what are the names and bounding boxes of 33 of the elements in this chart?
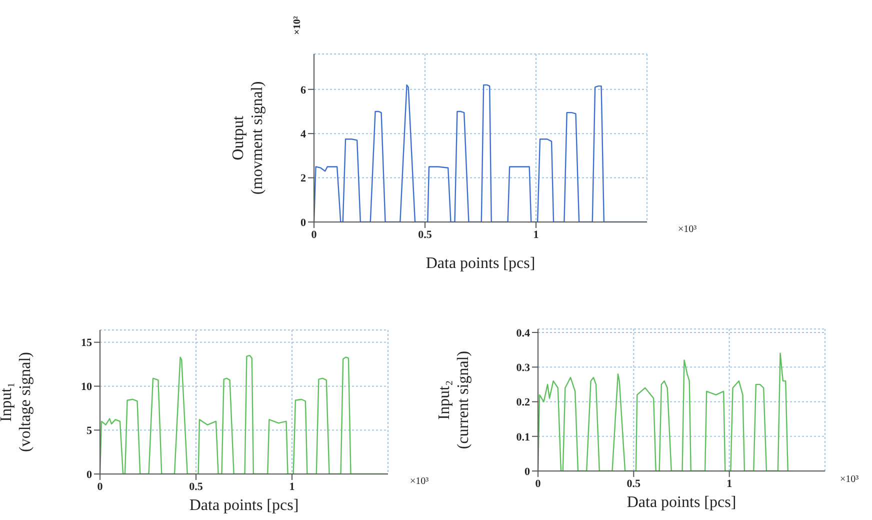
text: ×10³ xyxy=(678,224,697,235)
y-tick-label: 0.4 xyxy=(516,327,530,340)
y-tick-label: 0.2 xyxy=(516,396,530,409)
x-axis-title: Data points [pcs] xyxy=(426,255,536,272)
text: ×10² xyxy=(292,16,303,35)
y-tick-label: 10 xyxy=(81,381,92,394)
x-tick-label: 1 xyxy=(289,480,295,493)
text: ×10³ xyxy=(410,476,429,487)
y-axis-title: Input₁ (voltage signal) xyxy=(0,352,35,452)
x-tick-label: 0 xyxy=(97,480,104,493)
y-tick-label: 5 xyxy=(86,425,92,438)
x-tick-label: 0 xyxy=(535,478,542,490)
x-tick-label: 0.5 xyxy=(418,228,432,241)
x-tick-label: 1 xyxy=(533,228,539,241)
x-axis-title: Data points [pcs] xyxy=(626,494,736,511)
y-tick-label: 2 xyxy=(300,172,306,185)
y-tick-label: 0 xyxy=(300,216,306,229)
line-series xyxy=(538,352,788,471)
y-tick-label: 4 xyxy=(300,128,306,140)
x-tick-label: 0.5 xyxy=(189,480,204,493)
x-tick-label: 1 xyxy=(726,478,732,490)
y-tick-label: 0.1 xyxy=(516,431,530,444)
y-tick-label: 15 xyxy=(81,337,92,350)
y-axis-title: Input₂ (current signal) xyxy=(435,350,473,450)
y-tick-label: 0 xyxy=(524,466,530,478)
x-axis-title: Data points [pcs] xyxy=(189,497,299,514)
y-axis-title: Output (movment signal) xyxy=(229,81,267,195)
y-tick-label: 0.3 xyxy=(516,362,530,374)
y-tick-label: 6 xyxy=(300,84,306,96)
y-tick-label: 0 xyxy=(86,468,92,481)
x-tick-label: 0.5 xyxy=(626,478,642,490)
text: ×10³ xyxy=(840,474,859,485)
x-tick-label: 0 xyxy=(311,228,318,241)
